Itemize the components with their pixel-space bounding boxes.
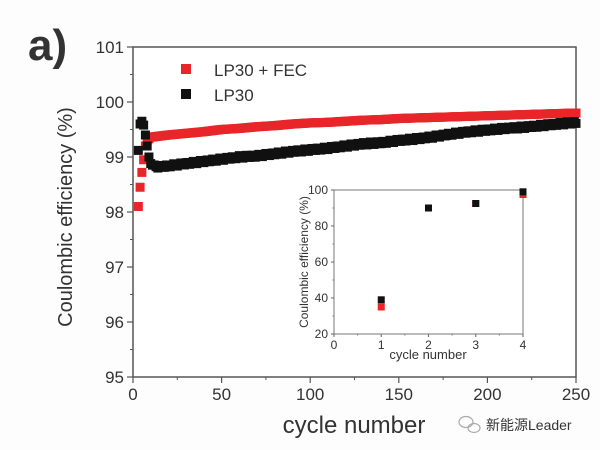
y-tick-label: 20 [315,327,329,341]
x-tick-label: 250 [562,385,590,404]
inset-chart: 0 1 2 3 4 20 40 60 80 100 cycle number Coulombic … [297,183,527,362]
panel-label: a) [28,21,67,70]
legend: LP30 + FEC LP30 [181,61,307,105]
inset-axes: 0 1 2 3 4 20 40 60 80 100 [308,183,527,352]
series-lp30 [377,188,527,304]
y-tick-label: 98 [105,203,124,222]
watermark-text: 新能源Leader [486,417,572,433]
x-tick-label: 50 [212,385,231,404]
data-point [425,204,432,212]
data-point [135,182,145,192]
data-point [142,141,152,151]
legend-label-lp30: LP30 [214,86,254,105]
data-point [139,120,149,130]
y-tick-label: 96 [105,313,124,332]
data-point [137,167,147,177]
y-tick-label: 60 [315,255,329,269]
legend-label-lp30-fec: LP30 + FEC [214,61,307,80]
x-tick-label: 150 [385,385,413,404]
y-tick-label: 100 [308,183,328,197]
series-lp30 [133,116,581,173]
y-tick-label: 95 [105,368,124,387]
inset-series [377,188,527,311]
inset-y-axis-label: Coulombic efficiency (%) [297,196,311,328]
data-point [133,202,143,211]
data-point [140,130,150,140]
y-tick-label: 40 [315,291,329,305]
y-tick-label: 80 [315,219,329,233]
legend-marker-lp30 [181,89,191,99]
inset-plot-frame [333,189,524,335]
x-tick-label: 100 [296,385,324,404]
data-point [144,152,154,162]
y-tick-label: 99 [105,148,124,167]
data-point [472,200,480,207]
x-tick-label: 0 [128,385,137,404]
y-tick-label: 100 [96,93,124,112]
y-tick-label: 101 [96,38,124,57]
data-point [571,118,581,128]
main-y-axis-label: Coulombic efficiency (%) [55,107,77,327]
x-tick-label: 2 [425,338,432,352]
x-tick-label: 200 [473,385,501,404]
wechat-icon [458,415,481,434]
data-point [519,188,527,196]
x-tick-label: 1 [378,338,385,352]
data-point [377,296,385,304]
main-series [133,108,581,211]
main-x-axis-label: cycle number [283,412,426,439]
watermark: 新能源Leader [458,415,572,434]
data-point [571,108,581,118]
x-tick-label: 0 [331,338,338,352]
legend-marker-lp30-fec [181,64,191,74]
series-lp30-fec [133,108,581,211]
x-tick-label: 4 [520,338,527,352]
data-point [139,155,149,165]
data-point [377,303,385,311]
x-tick-label: 3 [472,338,479,352]
inset-x-axis-label: cycle number [389,347,467,362]
y-tick-label: 97 [105,258,124,277]
data-point [133,145,143,155]
